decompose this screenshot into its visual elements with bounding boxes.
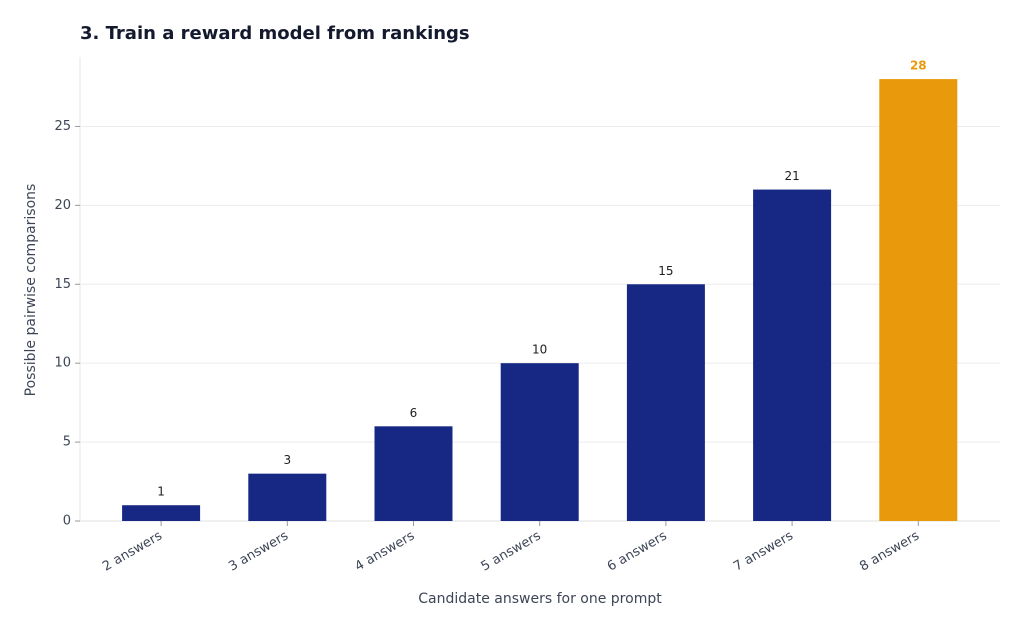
y-tick-label: 25 xyxy=(54,119,71,134)
y-axis-label: Possible pairwise comparisons xyxy=(23,184,39,397)
y-tick-label: 0 xyxy=(63,514,71,529)
value-label: 3 xyxy=(283,453,291,467)
bar xyxy=(626,284,705,521)
bar xyxy=(753,189,832,522)
bar xyxy=(122,505,201,521)
x-tick-label: 6 answers xyxy=(605,528,670,574)
x-tick-label: 7 answers xyxy=(731,528,796,574)
bar xyxy=(248,473,327,521)
value-label: 21 xyxy=(784,169,799,183)
bar xyxy=(374,426,453,521)
value-label: 15 xyxy=(658,264,673,278)
x-tick-label: 5 answers xyxy=(479,528,544,574)
y-tick-label: 5 xyxy=(63,435,71,450)
x-tick-label: 8 answers xyxy=(857,528,922,574)
bar xyxy=(500,363,579,521)
x-axis-label: Candidate answers for one prompt xyxy=(418,591,662,607)
x-tick-label: 4 answers xyxy=(352,528,417,574)
bar xyxy=(879,79,958,521)
y-tick-label: 15 xyxy=(54,277,71,292)
value-label: 6 xyxy=(410,406,418,420)
y-tick-label: 10 xyxy=(54,356,71,371)
value-label: 1 xyxy=(157,485,165,499)
x-tick-label: 3 answers xyxy=(226,528,291,574)
chart-title: 3. Train a reward model from rankings xyxy=(80,23,470,44)
value-label: 10 xyxy=(532,343,547,357)
value-label: 28 xyxy=(910,59,927,73)
y-tick-label: 20 xyxy=(54,198,71,213)
x-tick-label: 2 answers xyxy=(100,528,165,574)
